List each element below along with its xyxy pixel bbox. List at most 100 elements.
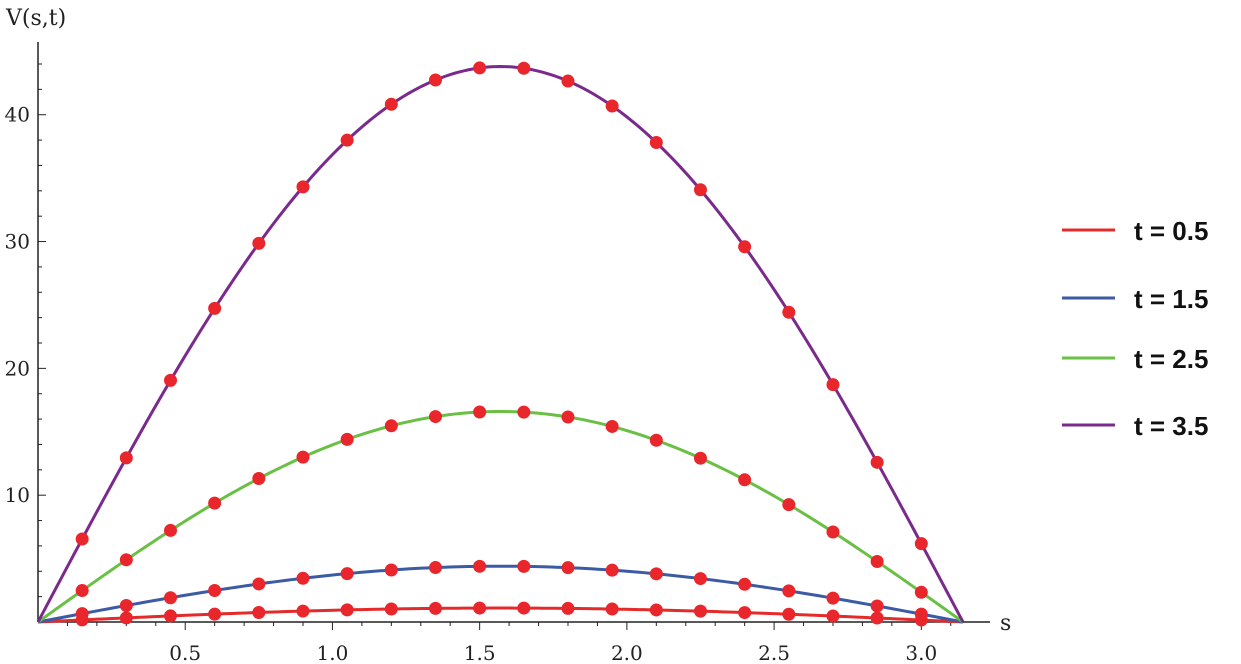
data-point <box>649 433 663 447</box>
data-point <box>252 577 266 591</box>
data-point <box>384 419 398 433</box>
series-line <box>36 65 965 623</box>
data-point <box>164 609 177 623</box>
data-point <box>340 133 354 147</box>
legend: t = 0.5 t = 1.5 t = 2.5 t = 3.5 <box>1062 216 1208 441</box>
x-tick-label: 0.5 <box>169 641 201 664</box>
data-point <box>605 419 619 433</box>
data-point <box>252 605 266 619</box>
data-point <box>340 432 354 446</box>
legend-label: t = 2.5 <box>1134 344 1208 374</box>
data-point <box>252 236 266 250</box>
data-point <box>164 591 177 605</box>
legend-label: t = 0.5 <box>1134 216 1208 246</box>
data-point <box>296 180 310 194</box>
data-point <box>605 563 619 577</box>
data-point <box>826 378 840 392</box>
data-point <box>252 472 266 485</box>
data-point <box>208 301 222 315</box>
data-point <box>296 450 310 464</box>
data-point <box>119 553 133 567</box>
data-point <box>826 525 840 539</box>
data-point <box>428 73 442 87</box>
data-point <box>296 604 310 618</box>
data-point <box>208 496 222 510</box>
series-curves <box>36 65 965 624</box>
y-tick-label: 20 <box>5 356 30 380</box>
data-point <box>649 567 663 581</box>
series-line <box>37 564 964 624</box>
data-point <box>870 599 884 613</box>
data-point <box>693 572 707 586</box>
data-point <box>119 599 133 613</box>
y-tick-label: 10 <box>5 483 30 507</box>
y-tick-label: 40 <box>5 103 30 127</box>
data-point <box>428 601 442 615</box>
data-point <box>693 183 707 197</box>
data-point <box>782 607 796 621</box>
data-point <box>914 607 928 621</box>
data-point <box>75 607 89 621</box>
x-tick-label: 2.5 <box>758 641 790 664</box>
data-point <box>738 606 752 620</box>
data-point <box>914 537 928 551</box>
data-point <box>693 604 707 618</box>
data-point <box>517 559 531 573</box>
data-point <box>826 591 840 605</box>
data-point <box>473 405 487 419</box>
data-point <box>605 602 619 616</box>
data-point <box>75 532 89 546</box>
x-ticks: 0.5 1.0 1.5 2.0 2.5 3.0 <box>66 622 952 664</box>
data-point <box>473 559 487 573</box>
data-point <box>384 563 398 577</box>
data-point <box>208 607 222 621</box>
data-point <box>164 523 177 537</box>
data-point <box>428 410 442 424</box>
data-point <box>340 567 354 581</box>
data-point <box>738 240 752 254</box>
data-point <box>870 455 884 469</box>
legend-label: t = 3.5 <box>1134 411 1208 441</box>
legend-label: t = 1.5 <box>1134 284 1208 314</box>
y-ticks: 10 20 30 40 <box>5 63 46 623</box>
data-point <box>473 601 487 615</box>
data-point <box>605 99 619 113</box>
data-point <box>75 584 89 598</box>
data-point <box>693 451 707 465</box>
data-point <box>428 561 442 575</box>
data-point <box>738 577 752 591</box>
data-point <box>473 61 487 75</box>
data-point <box>517 601 531 615</box>
data-point <box>119 451 133 465</box>
x-tick-label: 2.0 <box>611 641 643 664</box>
data-point <box>782 584 796 598</box>
data-point <box>870 554 884 568</box>
x-tick-label: 1.0 <box>317 641 349 664</box>
y-tick-label: 30 <box>5 230 30 254</box>
data-point <box>738 473 752 487</box>
data-point <box>649 603 663 617</box>
x-tick-label: 1.5 <box>464 641 496 664</box>
data-point <box>782 498 796 512</box>
data-point <box>826 609 840 623</box>
data-point <box>208 583 222 597</box>
y-axis-label: V(s,t) <box>5 6 66 31</box>
data-point <box>119 611 133 625</box>
series-line <box>37 409 964 624</box>
data-point <box>517 61 531 75</box>
data-point <box>561 601 575 615</box>
data-point <box>517 405 531 419</box>
data-point <box>561 561 575 575</box>
data-point <box>561 74 575 88</box>
data-point <box>914 585 928 599</box>
data-point <box>340 603 354 617</box>
series-line <box>37 606 964 624</box>
data-point <box>296 571 310 585</box>
data-point <box>384 97 398 111</box>
data-point <box>561 410 575 424</box>
data-point <box>782 305 796 319</box>
x-axis-label: s <box>1000 611 1011 636</box>
data-point <box>649 136 663 150</box>
data-point <box>384 602 398 616</box>
